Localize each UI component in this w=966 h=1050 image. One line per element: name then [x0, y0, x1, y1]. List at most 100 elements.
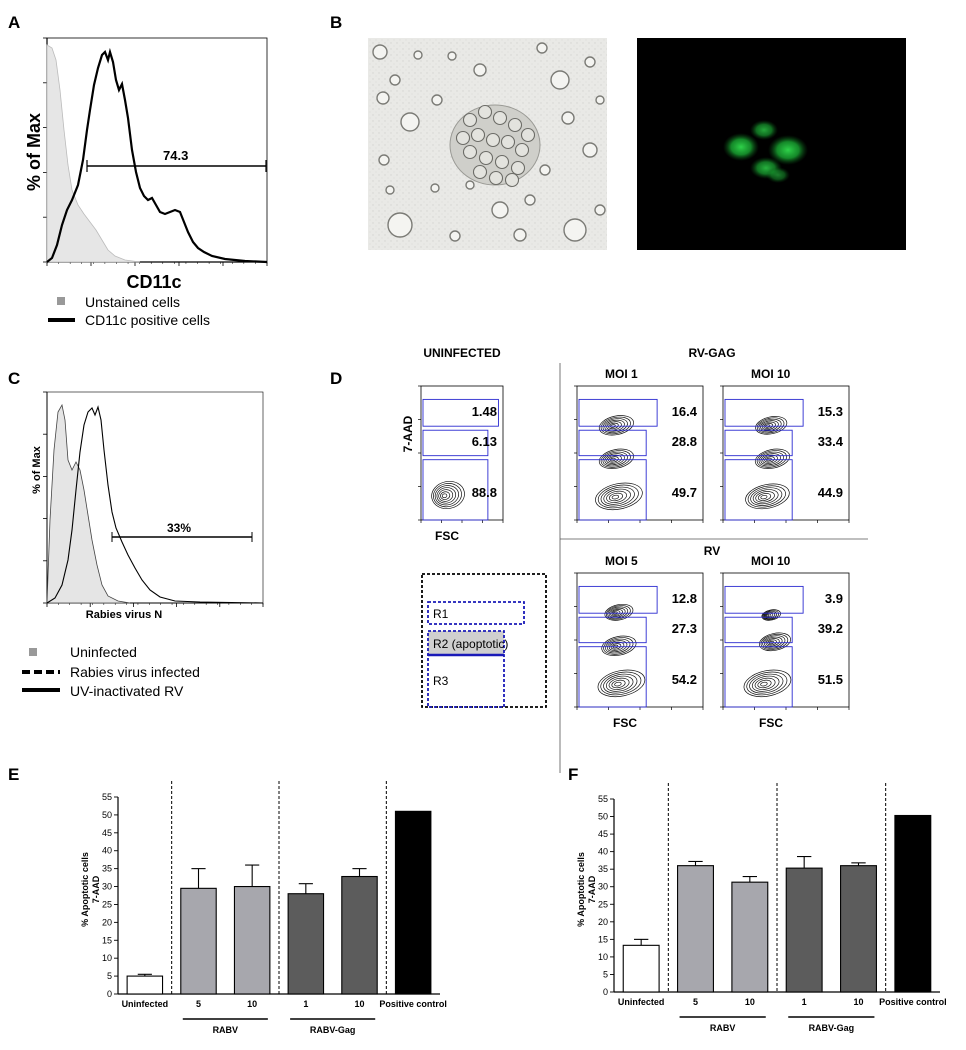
flow-contour-line — [608, 456, 619, 463]
legend-label-infected: Rabies virus infected — [70, 664, 200, 680]
brightfield-cluster-cell — [520, 127, 536, 143]
flow-contour-line — [750, 487, 783, 506]
flow-contour-line — [746, 671, 788, 696]
brightfield-cluster-cell — [485, 132, 501, 148]
y-tick-label: 5 — [107, 971, 112, 981]
brightfield-cells — [372, 42, 606, 242]
flow-contour-line — [760, 633, 789, 650]
panel-a-gate-value: 74.3 — [163, 148, 188, 163]
flow-contour-line — [607, 606, 629, 619]
flow-gate-1 — [724, 585, 804, 614]
flow-contour-line — [751, 675, 780, 692]
flow-contour-line — [765, 638, 780, 647]
brightfield-cell — [387, 212, 413, 238]
bar — [394, 810, 432, 995]
panel-a-cd11c-histogram — [46, 47, 268, 264]
flow-contour-line — [763, 611, 776, 619]
flow-contour-line — [440, 491, 451, 500]
panel-letter-d: D — [330, 369, 342, 388]
bar — [126, 975, 164, 995]
flow-gate-3 — [724, 646, 793, 708]
flow-gate-2 — [578, 429, 647, 457]
panel-c-x-label: Rabies virus N — [86, 609, 162, 621]
group-label: RABV — [213, 1025, 239, 1035]
x-tick-label: Positive control — [879, 997, 947, 1007]
flow-contour-line — [610, 643, 622, 650]
legend-label-uninfected: Uninfected — [70, 644, 137, 660]
flow-contour-line — [605, 675, 634, 692]
flow-contour-line — [434, 485, 459, 506]
brightfield-cluster-cell — [462, 112, 478, 128]
flow-contour-line — [758, 418, 782, 433]
y-tick-label: 35 — [102, 864, 112, 874]
flow-plot-rv-moi10: 3.9 39.2 51.5 MOI 10 FSC — [720, 554, 850, 730]
flow-contour-line — [436, 487, 457, 504]
flow-contour-line — [614, 681, 622, 687]
panel-c-legend: Uninfected Rabies virus infected UV-inac… — [22, 644, 200, 699]
flow-contour-line — [595, 482, 643, 511]
brightfield-cluster-cell — [510, 160, 526, 176]
panel-letter-f: F — [568, 765, 578, 784]
schematic-r3-label: R3 — [433, 674, 449, 688]
flow-contour-line — [605, 638, 631, 654]
flow-contour-line — [604, 603, 634, 621]
brightfield-cell — [594, 204, 606, 216]
flow-contour-line — [760, 453, 781, 466]
brightfield-cluster-cell — [478, 150, 494, 166]
brightfield-cell — [376, 91, 390, 105]
flow-gate-value-1: 16.4 — [672, 404, 698, 419]
flow-contour-line — [438, 489, 454, 502]
flow-gate-value-2: 39.2 — [818, 621, 843, 636]
brightfield-cell — [389, 74, 401, 86]
flow-gate-value-3: 49.7 — [672, 485, 697, 500]
y-tick-label: 0 — [603, 987, 608, 997]
brightfield-cell — [400, 112, 420, 132]
panel-a: A 74.3 % of Max CD11c Unstained cells CD… — [8, 13, 268, 328]
brightfield-cell — [584, 56, 596, 68]
x-tick-label: Uninfected — [122, 999, 169, 1009]
panel-a-y-ticks — [43, 37, 47, 263]
bar — [731, 881, 769, 993]
flow-plot-frame — [576, 385, 704, 521]
flow-contour-line — [608, 677, 630, 690]
flow-gate-value-1: 15.3 — [818, 404, 843, 419]
y-tick-label: 30 — [598, 882, 608, 892]
flow-contour-line — [749, 673, 784, 694]
bar — [287, 893, 325, 995]
y-tick-label: 30 — [102, 882, 112, 892]
flow-plot-uninfected: 1.48 6.13 88.8 7-AAD FSC — [401, 385, 504, 543]
flow-contour-line — [605, 605, 631, 620]
brightfield-cluster-cell — [504, 172, 520, 188]
flow-contour-line — [600, 416, 631, 435]
schematic-r1-gate — [427, 601, 525, 625]
panel-c-y-ticks — [43, 391, 47, 604]
brightfield-cell — [449, 230, 461, 242]
brightfield-micrograph — [368, 38, 607, 250]
flow-y-label: 7-AAD — [401, 415, 415, 452]
flow-gate-1 — [422, 398, 499, 427]
x-tick-label: Positive control — [379, 999, 447, 1009]
y-tick-label: 20 — [102, 917, 112, 927]
panel-c-y-label: % of Max — [31, 445, 43, 494]
bar — [894, 814, 932, 993]
panel-a-y-label: % of Max — [24, 113, 44, 191]
panel-c-uninfected-histogram — [46, 403, 131, 604]
flow-contour-line — [763, 423, 774, 429]
brightfield-cell — [582, 142, 598, 158]
x-tick-label: 10 — [853, 997, 863, 1007]
y-tick-label: 35 — [598, 864, 608, 874]
group-label: RABV — [710, 1023, 736, 1033]
panel-d-header-rv: RV — [704, 544, 720, 558]
flow-contour-line — [606, 640, 628, 653]
flow-contour-line — [441, 493, 448, 499]
flow-contour-line — [745, 483, 790, 510]
flow-gate-value-1: 12.8 — [672, 591, 697, 606]
flow-contour-line — [765, 614, 770, 617]
schematic-r2-label: R2 (apoptotic) — [433, 637, 508, 651]
flow-contour-line — [760, 681, 768, 687]
flow-plot-rvgag-moi1: 16.4 28.8 49.7 MOI 1 — [574, 367, 704, 523]
y-tick-label: 50 — [598, 812, 608, 822]
